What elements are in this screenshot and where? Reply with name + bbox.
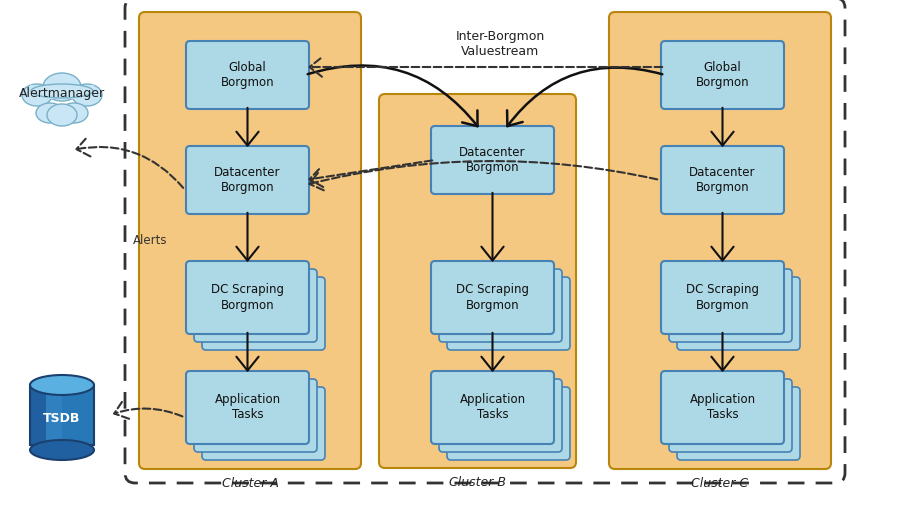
FancyBboxPatch shape [139,12,361,469]
Text: Datacenter
Borgmon: Datacenter Borgmon [459,146,526,174]
Text: Global
Borgmon: Global Borgmon [696,61,750,89]
Text: Cluster C: Cluster C [691,477,749,490]
Text: Alertmanager: Alertmanager [19,86,105,99]
Text: Application
Tasks: Application Tasks [459,393,526,421]
Text: DC Scraping
Borgmon: DC Scraping Borgmon [211,283,284,312]
FancyBboxPatch shape [677,277,800,350]
Ellipse shape [36,103,64,123]
Ellipse shape [47,104,77,126]
Text: Alerts: Alerts [133,234,167,247]
FancyBboxPatch shape [379,94,576,468]
FancyBboxPatch shape [669,379,792,452]
Bar [46,385,62,445]
Text: DC Scraping
Borgmon: DC Scraping Borgmon [456,283,529,312]
Bar [62,385,78,445]
FancyBboxPatch shape [661,146,784,214]
FancyBboxPatch shape [194,269,317,342]
FancyBboxPatch shape [661,41,784,109]
FancyBboxPatch shape [431,126,554,194]
FancyBboxPatch shape [186,146,309,214]
FancyBboxPatch shape [677,387,800,460]
Text: Inter-Borgmon
Valuestream: Inter-Borgmon Valuestream [455,30,544,58]
FancyBboxPatch shape [202,277,325,350]
Text: Datacenter
Borgmon: Datacenter Borgmon [214,166,281,194]
Text: Application
Tasks: Application Tasks [689,393,756,421]
FancyBboxPatch shape [439,269,562,342]
FancyBboxPatch shape [202,387,325,460]
Text: Datacenter
Borgmon: Datacenter Borgmon [689,166,756,194]
Ellipse shape [72,84,102,106]
Bar [30,385,46,445]
Ellipse shape [22,84,52,106]
FancyBboxPatch shape [661,371,784,444]
FancyBboxPatch shape [186,41,309,109]
Ellipse shape [31,84,93,98]
Text: DC Scraping
Borgmon: DC Scraping Borgmon [686,283,759,312]
Ellipse shape [43,73,81,101]
FancyBboxPatch shape [669,269,792,342]
Text: Cluster B: Cluster B [449,476,506,489]
Bar [30,385,94,445]
Ellipse shape [60,103,88,123]
FancyBboxPatch shape [447,387,570,460]
Bar [78,385,94,445]
Ellipse shape [30,375,94,395]
FancyBboxPatch shape [439,379,562,452]
Bar [30,85,94,99]
Ellipse shape [30,440,94,460]
FancyBboxPatch shape [186,371,309,444]
FancyBboxPatch shape [447,277,570,350]
FancyBboxPatch shape [194,379,317,452]
FancyBboxPatch shape [186,261,309,334]
Text: Application
Tasks: Application Tasks [214,393,281,421]
Text: Cluster A: Cluster A [221,477,278,490]
Text: Global
Borgmon: Global Borgmon [220,61,274,89]
FancyBboxPatch shape [431,371,554,444]
FancyBboxPatch shape [431,261,554,334]
FancyBboxPatch shape [661,261,784,334]
Text: TSDB: TSDB [43,413,81,425]
FancyBboxPatch shape [609,12,831,469]
